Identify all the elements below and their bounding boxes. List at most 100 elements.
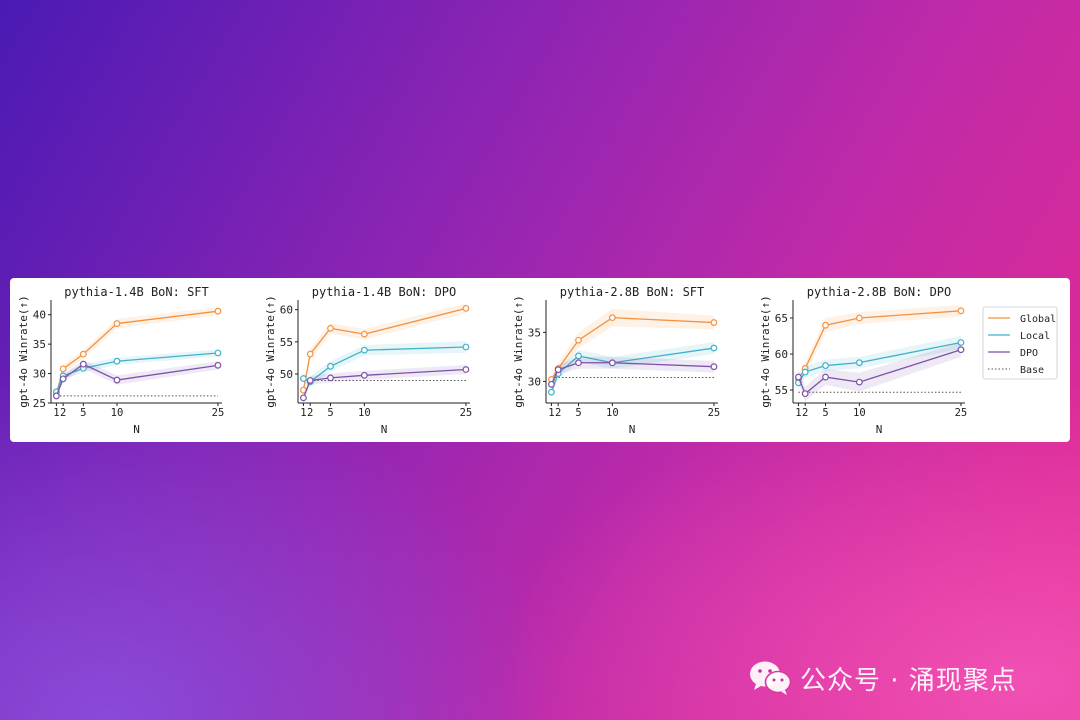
x-tick-label: 1 (300, 407, 306, 419)
y-axis-label: gpt-4o Winrate(↑) (759, 295, 772, 408)
y-tick-label: 30 (33, 368, 46, 381)
x-tick-label: 1 (795, 407, 801, 419)
x-axis-label: N (381, 423, 388, 436)
y-tick-label: 30 (528, 375, 541, 388)
point-dpo (360, 371, 368, 379)
y-tick-label: 55 (775, 384, 788, 397)
band-dpo (303, 365, 466, 403)
point-local (548, 388, 555, 396)
x-tick-label: 25 (460, 407, 473, 419)
y-axis-label: gpt-4o Winrate(↑) (512, 295, 525, 408)
point-dpo (214, 361, 222, 369)
point-global (79, 350, 87, 358)
watermark: 公众号 · 涌现聚点 (748, 656, 1017, 700)
chart-title: pythia-1.4B BoN: DPO (312, 285, 457, 299)
point-global (360, 330, 368, 338)
point-local (113, 357, 121, 365)
point-dpo (822, 373, 829, 381)
point-local (801, 368, 809, 376)
point-dpo (855, 378, 863, 386)
chart-title: pythia-2.8B BoN: DPO (807, 285, 952, 299)
point-dpo (327, 374, 334, 382)
point-global (214, 307, 222, 315)
band-global (551, 308, 714, 385)
x-tick-label: 5 (822, 407, 828, 419)
point-global (462, 304, 470, 312)
point-global (822, 321, 829, 329)
band-local (798, 336, 961, 388)
point-local (957, 339, 965, 346)
x-tick-label: 1 (53, 407, 59, 419)
point-local (462, 343, 470, 351)
point-local (214, 349, 222, 357)
point-global (327, 324, 334, 332)
point-dpo (548, 380, 555, 388)
point-local (822, 362, 829, 369)
y-tick-label: 60 (775, 348, 788, 361)
point-dpo (113, 376, 121, 384)
point-dpo (710, 363, 718, 371)
legend-label-global: Global (1020, 314, 1056, 325)
x-axis-label: N (133, 423, 140, 436)
y-tick-label: 50 (280, 368, 293, 381)
band-local (303, 341, 466, 387)
y-tick-label: 40 (33, 309, 46, 322)
point-global (113, 320, 121, 327)
x-axis-label: N (629, 423, 636, 436)
x-tick-label: 2 (555, 407, 561, 419)
x-tick-label: 10 (358, 407, 371, 419)
point-dpo (306, 377, 314, 384)
band-global (303, 303, 466, 396)
legend-box (982, 306, 1058, 380)
y-tick-label: 55 (280, 336, 293, 349)
point-dpo (59, 375, 67, 383)
x-tick-label: 2 (307, 407, 313, 419)
point-global (575, 336, 582, 344)
y-tick-label: 35 (528, 326, 541, 339)
x-tick-label: 5 (575, 407, 581, 419)
wechat-icon (750, 661, 792, 695)
legend-label-base: Base (1020, 365, 1044, 376)
chart-title: pythia-2.8B BoN: SFT (560, 285, 705, 299)
x-tick-label: 10 (853, 407, 866, 419)
y-tick-label: 25 (33, 397, 46, 410)
point-global (59, 365, 67, 373)
point-dpo (52, 392, 60, 400)
point-dpo (795, 373, 802, 381)
y-tick-label: 35 (33, 338, 46, 351)
point-dpo (79, 360, 87, 368)
point-local (327, 362, 334, 370)
legend: Global Local DPO Base (982, 306, 1058, 380)
x-axis-label: N (876, 423, 883, 436)
x-tick-label: 2 (60, 407, 66, 419)
point-dpo (554, 366, 562, 374)
band-global (798, 305, 961, 385)
point-local (360, 346, 368, 354)
point-global (710, 319, 718, 326)
x-tick-label: 25 (708, 407, 721, 419)
x-tick-label: 25 (955, 407, 968, 419)
point-global (957, 307, 965, 315)
point-local (300, 375, 307, 382)
y-tick-label: 60 (280, 304, 293, 317)
x-tick-label: 5 (80, 407, 86, 419)
point-global (306, 350, 314, 358)
x-tick-label: 5 (327, 407, 333, 419)
point-dpo (575, 359, 582, 367)
point-local (710, 344, 718, 352)
band-global (56, 307, 218, 398)
watermark-text: 公众号 · 涌现聚点 (800, 665, 1017, 696)
point-dpo (608, 359, 616, 367)
band-local (551, 342, 714, 397)
y-axis-label: gpt-4o Winrate(↑) (264, 295, 277, 408)
point-dpo (462, 366, 470, 373)
point-dpo (957, 346, 965, 354)
legend-label-local: Local (1020, 331, 1050, 342)
point-local (575, 352, 582, 360)
point-dpo (300, 394, 307, 402)
point-global (855, 314, 863, 322)
